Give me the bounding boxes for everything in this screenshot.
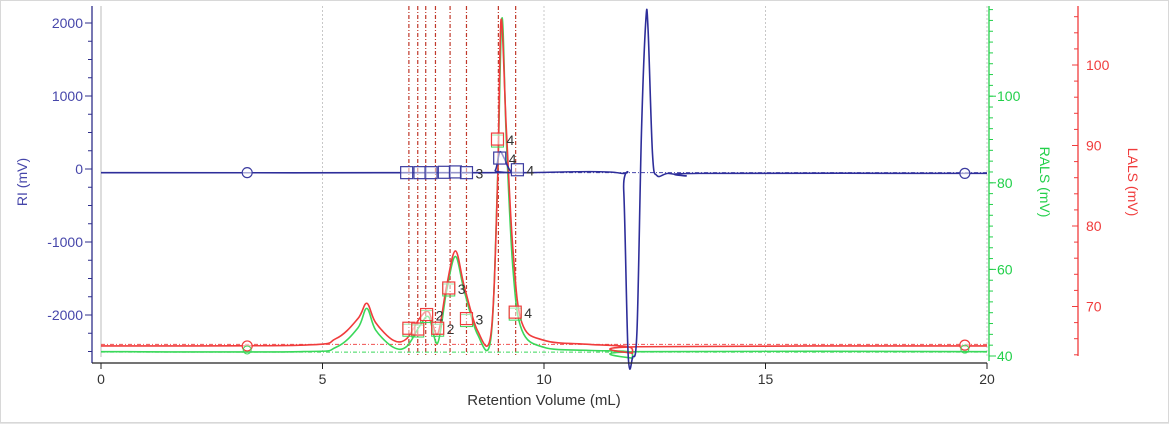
ri-square-marker — [424, 166, 438, 180]
rals-tick-label: 60 — [997, 261, 1013, 277]
lals-square-marker — [411, 322, 425, 336]
ri-square-marker — [437, 165, 451, 179]
peak-number-label: 4 — [509, 151, 517, 167]
lals-tick-label: 70 — [1086, 299, 1102, 315]
lals-square-marker — [442, 281, 456, 295]
ri-tick-label: -2000 — [47, 307, 83, 323]
peak-number-label: 4 — [506, 132, 514, 148]
peak-number-label: 2 — [436, 308, 444, 324]
axes: 0 5 10 15 20 2000 1000 0 -1000 -2000 100 80 60 40 100 9… — [47, 6, 1110, 387]
x-tick-label: 10 — [536, 371, 552, 387]
rals-tick-label: 100 — [997, 88, 1021, 104]
lals-square-marker — [420, 307, 434, 322]
peak-number-label: 2 — [447, 321, 455, 337]
x-tick-label: 5 — [319, 371, 327, 387]
rals-tick-label: 80 — [997, 175, 1013, 191]
rals-tick-label: 40 — [997, 348, 1013, 364]
lals-square-marker — [459, 311, 474, 326]
peak-number-label: 3 — [475, 312, 483, 328]
ri-square-marker — [510, 163, 525, 177]
peak-number-label: 3 — [458, 281, 466, 297]
peak-number-label: 3 — [475, 166, 483, 182]
ri-tick-label: -1000 — [47, 234, 83, 250]
lals-tick-label: 80 — [1086, 218, 1102, 234]
ri-square-marker — [448, 165, 462, 179]
ri-square-marker — [493, 151, 507, 165]
rals-circle-marker — [960, 344, 970, 354]
ri-axis-label: RI (mV) — [14, 158, 30, 206]
lals-axis-label: LALS (mV) — [1125, 148, 1141, 216]
rals-circle-marker — [242, 345, 252, 355]
peak-number-label: 4 — [526, 163, 534, 179]
ri-square-marker — [459, 166, 474, 180]
ri-tick-label: 1000 — [52, 88, 83, 104]
ri-circle-marker — [241, 167, 253, 179]
rals-axis-label: RALS (mV) — [1037, 147, 1053, 218]
x-tick-label: 0 — [97, 371, 105, 387]
lals-square-marker — [490, 132, 505, 146]
rals-trace — [100, 17, 988, 359]
ri-square-marker — [413, 166, 427, 180]
ri-circle-marker — [959, 167, 971, 179]
lals-square-marker — [431, 321, 445, 335]
ri-tick-label: 0 — [75, 161, 83, 177]
x-tick-label: 15 — [758, 371, 774, 387]
ri-square-marker — [400, 166, 414, 180]
peak-number-label: 4 — [524, 305, 532, 321]
lals-tick-label: 100 — [1086, 57, 1110, 73]
lals-square-marker — [508, 305, 522, 319]
ri-tick-label: 2000 — [52, 15, 83, 31]
lals-tick-label: 90 — [1086, 138, 1102, 154]
x-tick-label: 20 — [979, 371, 995, 387]
x-axis-label: Retention Volume (mL) — [467, 392, 620, 409]
grid — [100, 6, 988, 357]
lals-trace — [100, 18, 988, 354]
